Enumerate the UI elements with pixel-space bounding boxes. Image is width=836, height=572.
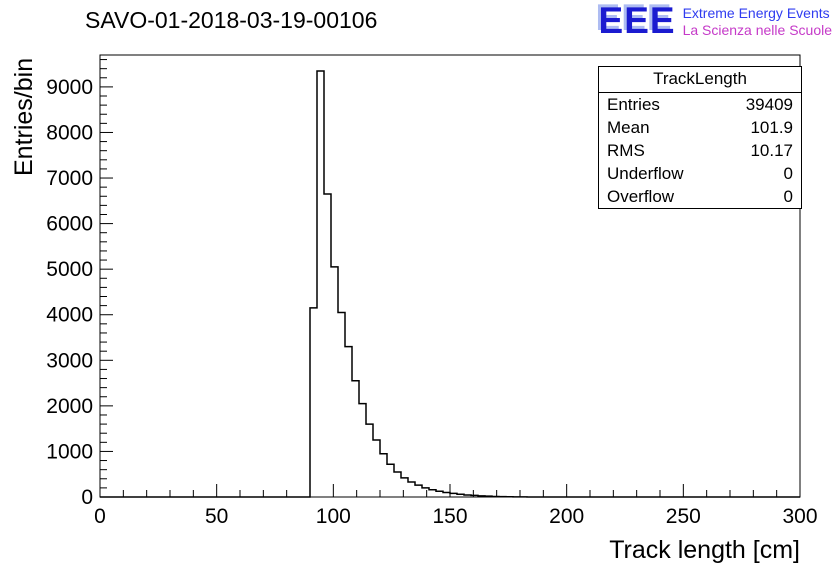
stats-value: 10.17 [750,141,793,160]
stats-label: Mean [607,118,650,137]
eee-logo-letters: EEE [598,0,676,41]
svg-text:0: 0 [94,505,106,528]
svg-text:2000: 2000 [46,395,93,418]
svg-text:3000: 3000 [46,349,93,372]
stats-title: TrackLength [599,67,801,93]
stats-box: TrackLength Entries 39409 Mean 101.9 RMS… [598,66,802,209]
stats-row-underflow: Underflow 0 [599,162,801,185]
eee-logo-line1: Extreme Energy Events [682,5,830,21]
svg-text:100: 100 [316,505,351,528]
stats-row-entries: Entries 39409 [599,93,801,116]
histogram-line [100,70,800,498]
svg-text:4000: 4000 [46,304,93,327]
svg-text:150: 150 [432,505,467,528]
eee-logo-line2: La Scienza nelle Scuole [682,22,832,38]
svg-text:6000: 6000 [46,213,93,236]
stats-value: 101.9 [750,118,793,137]
x-axis-title: Track length [cm] [609,536,800,564]
plot-title: SAVO-01-2018-03-19-00106 [85,7,378,33]
svg-text:50: 50 [205,505,228,528]
eee-logo-text: Extreme Energy Events La Scienza nelle S… [683,5,832,39]
svg-text:300: 300 [782,505,817,528]
y-axis-ticks [100,59,113,498]
stats-row-overflow: Overflow 0 [599,185,801,208]
stats-label: Entries [607,95,660,114]
y-axis-tick-labels: 0 1000 2000 3000 4000 5000 6000 7000 8000 9000 [46,76,93,509]
stats-label: Underflow [607,164,684,183]
svg-text:0: 0 [81,486,93,509]
svg-text:8000: 8000 [46,121,93,144]
svg-text:7000: 7000 [46,167,93,190]
svg-text:9000: 9000 [46,76,93,99]
svg-text:200: 200 [549,505,584,528]
stats-row-mean: Mean 101.9 [599,116,801,139]
stats-row-rms: RMS 10.17 [599,139,801,162]
svg-text:5000: 5000 [46,258,93,281]
svg-text:1000: 1000 [46,440,93,463]
stats-label: RMS [607,141,645,160]
stats-value: 0 [783,187,793,206]
x-axis-ticks [99,484,801,497]
y-axis-title: Entries/bin [10,57,38,176]
svg-text:250: 250 [666,505,701,528]
stats-value: 39409 [745,95,793,114]
x-axis-tick-labels: 0 50 100 150 200 250 300 [94,505,817,528]
stats-label: Overflow [607,187,675,206]
stats-value: 0 [783,164,793,183]
eee-logo: EEE Extreme Energy Events La Scienza nel… [598,0,832,41]
